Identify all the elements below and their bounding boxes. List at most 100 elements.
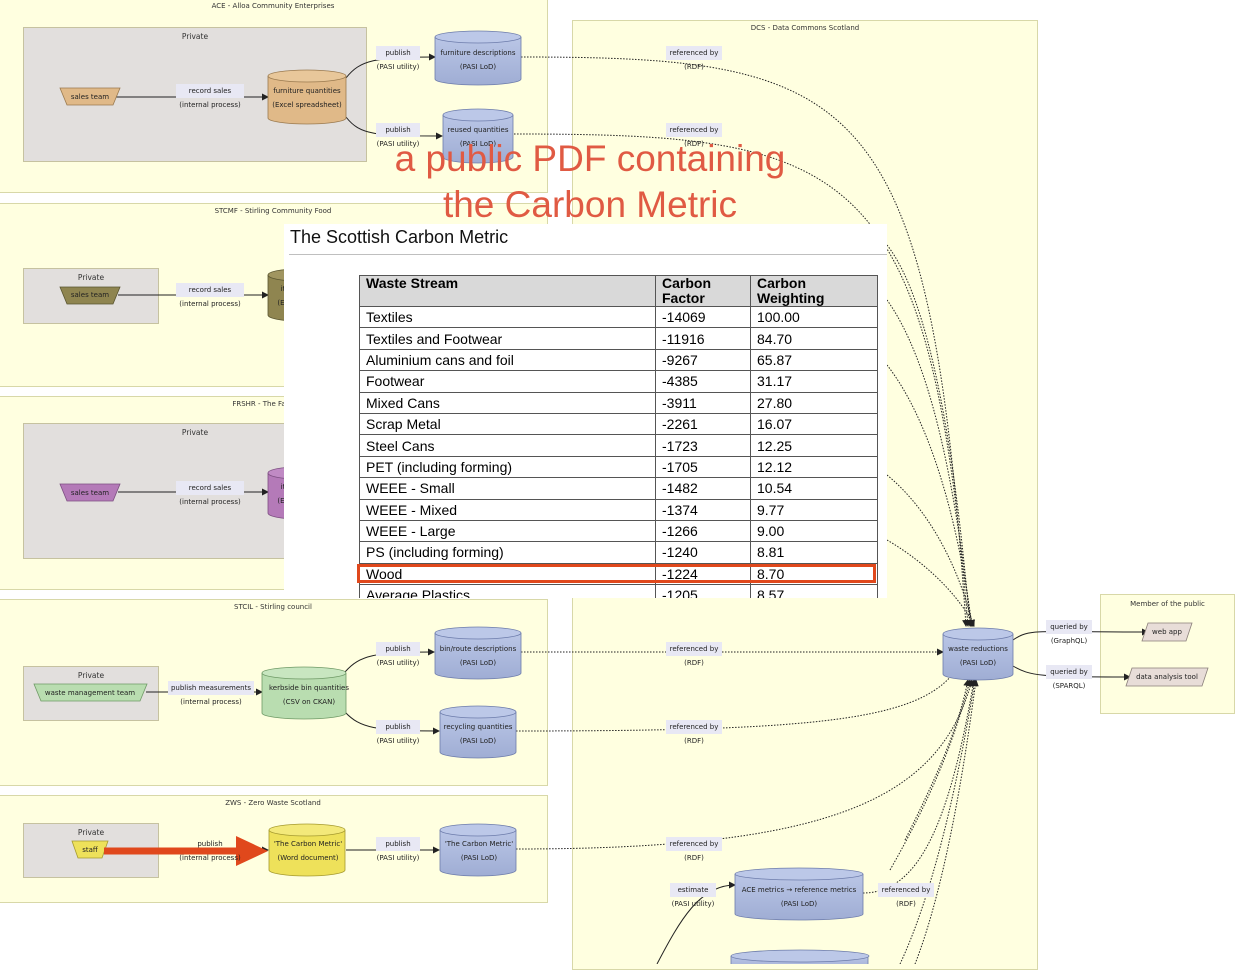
label-line: queried by xyxy=(1046,665,1092,679)
label-line: ACE metrics → reference metrics xyxy=(741,886,857,894)
label-line: (PASI utility) xyxy=(376,140,420,148)
label-line: referenced by xyxy=(666,642,722,656)
node-waste-reductions xyxy=(942,627,1014,681)
carbon-metric-table: Waste Stream Carbon Factor Carbon Weight… xyxy=(359,275,878,598)
table-row: Textiles -14069 100.00 xyxy=(359,305,878,329)
edge-label-referenced-by: referenced by (RDF) xyxy=(666,642,722,670)
label-line: referenced by xyxy=(666,837,722,851)
cell-waste-stream: Aluminium cans and foil xyxy=(359,348,656,372)
cell-carbon-weighting: 27.80 xyxy=(750,391,878,414)
node-frshr-sales-team xyxy=(59,483,121,502)
label-line: (PASI LoD) xyxy=(459,659,497,667)
column-header-carbon-weighting: Carbon Weighting xyxy=(750,275,878,307)
label-line: (PASI LoD) xyxy=(459,737,497,745)
cell-carbon-weighting: 12.12 xyxy=(750,455,878,479)
label-line: it xyxy=(280,483,286,491)
cell-waste-stream: Textiles xyxy=(359,305,656,329)
pdf-divider xyxy=(289,254,887,255)
label-line: kerbside bin quantities xyxy=(269,684,349,692)
edge-ace-ref-reused xyxy=(513,133,971,627)
label-line: (internal process) xyxy=(179,101,241,109)
node-ace-sales-team xyxy=(59,87,121,106)
label-line: (PASI utility) xyxy=(376,659,420,667)
cell-waste-stream: Textiles and Footwear xyxy=(359,327,656,350)
cell-carbon-weighting: 10.54 xyxy=(750,477,878,500)
header-line: Carbon xyxy=(662,275,711,291)
edge-queried-sparql xyxy=(1012,665,1131,681)
pdf-title: The Scottish Carbon Metric xyxy=(290,227,509,247)
cluster-title-stcil: STCIL - Stirling council xyxy=(234,603,312,611)
edge-ace-ref-descriptions xyxy=(520,56,970,627)
label-line: publish measurements xyxy=(168,681,254,695)
label-stcil-team: waste management team xyxy=(44,689,136,697)
node-zws-staff xyxy=(71,840,109,859)
cell-carbon-factor: -1723 xyxy=(655,434,751,457)
label-line: (Ex xyxy=(277,497,289,505)
cell-waste-stream: PS (including forming) xyxy=(359,541,656,564)
label-line: (PASI LoD) xyxy=(459,140,497,148)
label-line: publish xyxy=(376,642,420,656)
edge-stcil-ref-recycling xyxy=(515,669,957,732)
cell-carbon-weighting: 100.00 xyxy=(750,305,878,329)
label-line: publish xyxy=(197,840,223,848)
label-line: publish xyxy=(376,123,420,137)
label-line: publish xyxy=(376,720,420,734)
label-line: (Excel spreadsheet) xyxy=(272,101,342,109)
header-line: Factor xyxy=(662,290,705,306)
cluster-title-frshr: FRSHR - The Fa xyxy=(232,400,286,408)
label-zws-word: 'The Carbon Metric' (Word document) xyxy=(269,837,347,865)
table-row: WEEE - Small -1482 10.54 xyxy=(359,477,878,500)
edge-ace-metrics-ref xyxy=(862,679,977,894)
edge-label-publish: publish (PASI utility) xyxy=(376,123,420,151)
cell-carbon-weighting: 16.07 xyxy=(750,412,878,436)
private-title: Private xyxy=(181,428,209,437)
table-body: Textiles -14069 100.00 Textiles and Footwea… xyxy=(359,305,878,598)
label-line: publish xyxy=(376,46,420,60)
label-line: furniture quantities xyxy=(273,87,341,95)
table-row: WEEE - Mixed -1374 9.77 xyxy=(359,498,878,521)
label-line: (PASI utility) xyxy=(376,854,420,862)
edge-label-publish: publish (PASI utility) xyxy=(376,837,420,865)
edge-label-referenced-by: referenced by (RDF) xyxy=(666,123,722,151)
label-ace-sales-team: sales team xyxy=(70,93,110,101)
header-line: Waste Stream xyxy=(366,275,459,291)
label-line: (RDF) xyxy=(684,140,704,148)
table-row: Wood -1224 8.70 xyxy=(359,562,878,586)
table-row: PS (including forming) -1240 8.81 xyxy=(359,541,878,564)
cell-waste-stream: PET (including forming) xyxy=(359,455,656,479)
label-line: (RDF) xyxy=(896,900,916,908)
label-line: (PASI LoD) xyxy=(780,900,818,908)
table-row: WEEE - Large -1266 9.00 xyxy=(359,519,878,543)
label-ace-furniture-descriptions: furniture descriptions (PASI LoD) xyxy=(435,46,521,74)
cell-carbon-factor: -1482 xyxy=(655,477,751,500)
cluster-title-stcmf: STCMF - Stirling Community Food xyxy=(214,207,332,215)
cell-carbon-weighting: 9.00 xyxy=(750,519,878,543)
label-line: record sales xyxy=(176,283,244,297)
table-row: Mixed Cans -3911 27.80 xyxy=(359,391,878,414)
cell-waste-stream: Steel Cans xyxy=(359,434,656,457)
label-line: it xyxy=(280,285,286,293)
cell-waste-stream: WEEE - Large xyxy=(359,519,656,543)
edges-ace xyxy=(116,53,971,627)
edge-label-publish: publish (PASI utility) xyxy=(376,642,420,670)
table-row: PET (including forming) -1705 12.12 xyxy=(359,455,878,479)
cell-carbon-weighting: 12.25 xyxy=(750,434,878,457)
label-zws-staff: staff xyxy=(82,846,98,854)
label-line: (internal process) xyxy=(179,854,241,862)
label-line: (internal process) xyxy=(179,498,241,506)
edge-label-publish-measurements: publish measurements (internal process) xyxy=(168,681,254,709)
cell-waste-stream: WEEE - Small xyxy=(359,477,656,500)
cell-waste-stream: Scrap Metal xyxy=(359,412,656,436)
header-line: Weighting xyxy=(757,290,825,306)
label-ace-reused-quantities: reused quantities (PASI LoD) xyxy=(443,123,513,151)
label-line: 'The Carbon Metric' xyxy=(444,840,514,848)
edge-label-publish: publish (PASI utility) xyxy=(376,46,420,74)
cell-carbon-weighting: 8.70 xyxy=(750,562,878,586)
cell-carbon-factor: -4385 xyxy=(655,370,751,393)
label-line: 'The Carbon Metric' xyxy=(273,840,343,848)
label-line: (PASI utility) xyxy=(671,900,715,908)
edge-zws-ref xyxy=(515,679,974,850)
label-line: waste reductions xyxy=(948,645,1008,653)
node-ace-metrics xyxy=(734,867,864,921)
cell-carbon-weighting: 9.77 xyxy=(750,498,878,521)
